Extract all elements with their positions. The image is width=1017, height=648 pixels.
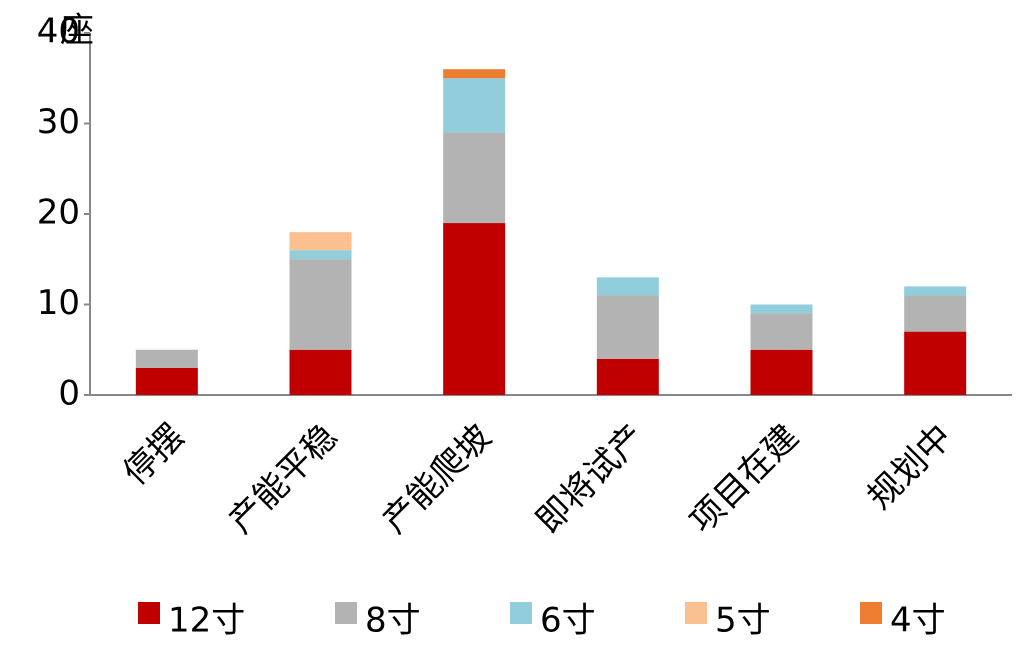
bar-segment — [750, 349, 813, 395]
y-tick-label: 30 — [37, 102, 80, 142]
bar-segment — [750, 313, 813, 350]
legend-label: 12寸 — [168, 601, 245, 641]
bar-segment — [596, 277, 659, 296]
bar-segment — [289, 259, 352, 350]
bar-segment — [904, 286, 967, 296]
legend-swatch — [138, 602, 160, 624]
bar-segment — [135, 367, 198, 395]
bar-segment — [596, 295, 659, 359]
x-tick-label: 停摆 — [116, 417, 192, 493]
x-tick-label: 规划中 — [860, 417, 960, 517]
bar-segment — [289, 232, 352, 251]
y-tick-label: 10 — [37, 283, 80, 323]
x-tick-label: 产能爬坡 — [375, 417, 499, 541]
x-tick-label: 即将试产 — [528, 417, 652, 541]
legend-swatch — [510, 602, 532, 624]
y-tick-label: 40 — [37, 12, 80, 52]
bar-segment — [904, 331, 967, 395]
y-tick-label: 0 — [58, 374, 80, 414]
bar-segment — [443, 223, 506, 395]
legend-label: 8寸 — [365, 601, 421, 641]
bar-segment — [443, 78, 506, 133]
bar-segment — [289, 349, 352, 395]
legend-swatch — [860, 602, 882, 624]
unit-label: 座 — [60, 11, 94, 51]
x-tick-label: 产能平稳 — [221, 417, 345, 541]
bar-segment — [750, 304, 813, 314]
legend-swatch — [335, 602, 357, 624]
legend-label: 6寸 — [540, 601, 596, 641]
x-tick-label: 项目在建 — [682, 417, 806, 541]
y-tick-label: 20 — [37, 193, 80, 233]
bar-segment — [443, 132, 506, 224]
bar-segment — [596, 358, 659, 395]
bar-segment — [443, 69, 506, 79]
legend-label: 5寸 — [715, 601, 771, 641]
legend-label: 4寸 — [890, 601, 946, 641]
bar-segment — [135, 349, 198, 368]
bar-segment — [904, 295, 967, 332]
legend-swatch — [685, 602, 707, 624]
bar-segment — [289, 250, 352, 260]
